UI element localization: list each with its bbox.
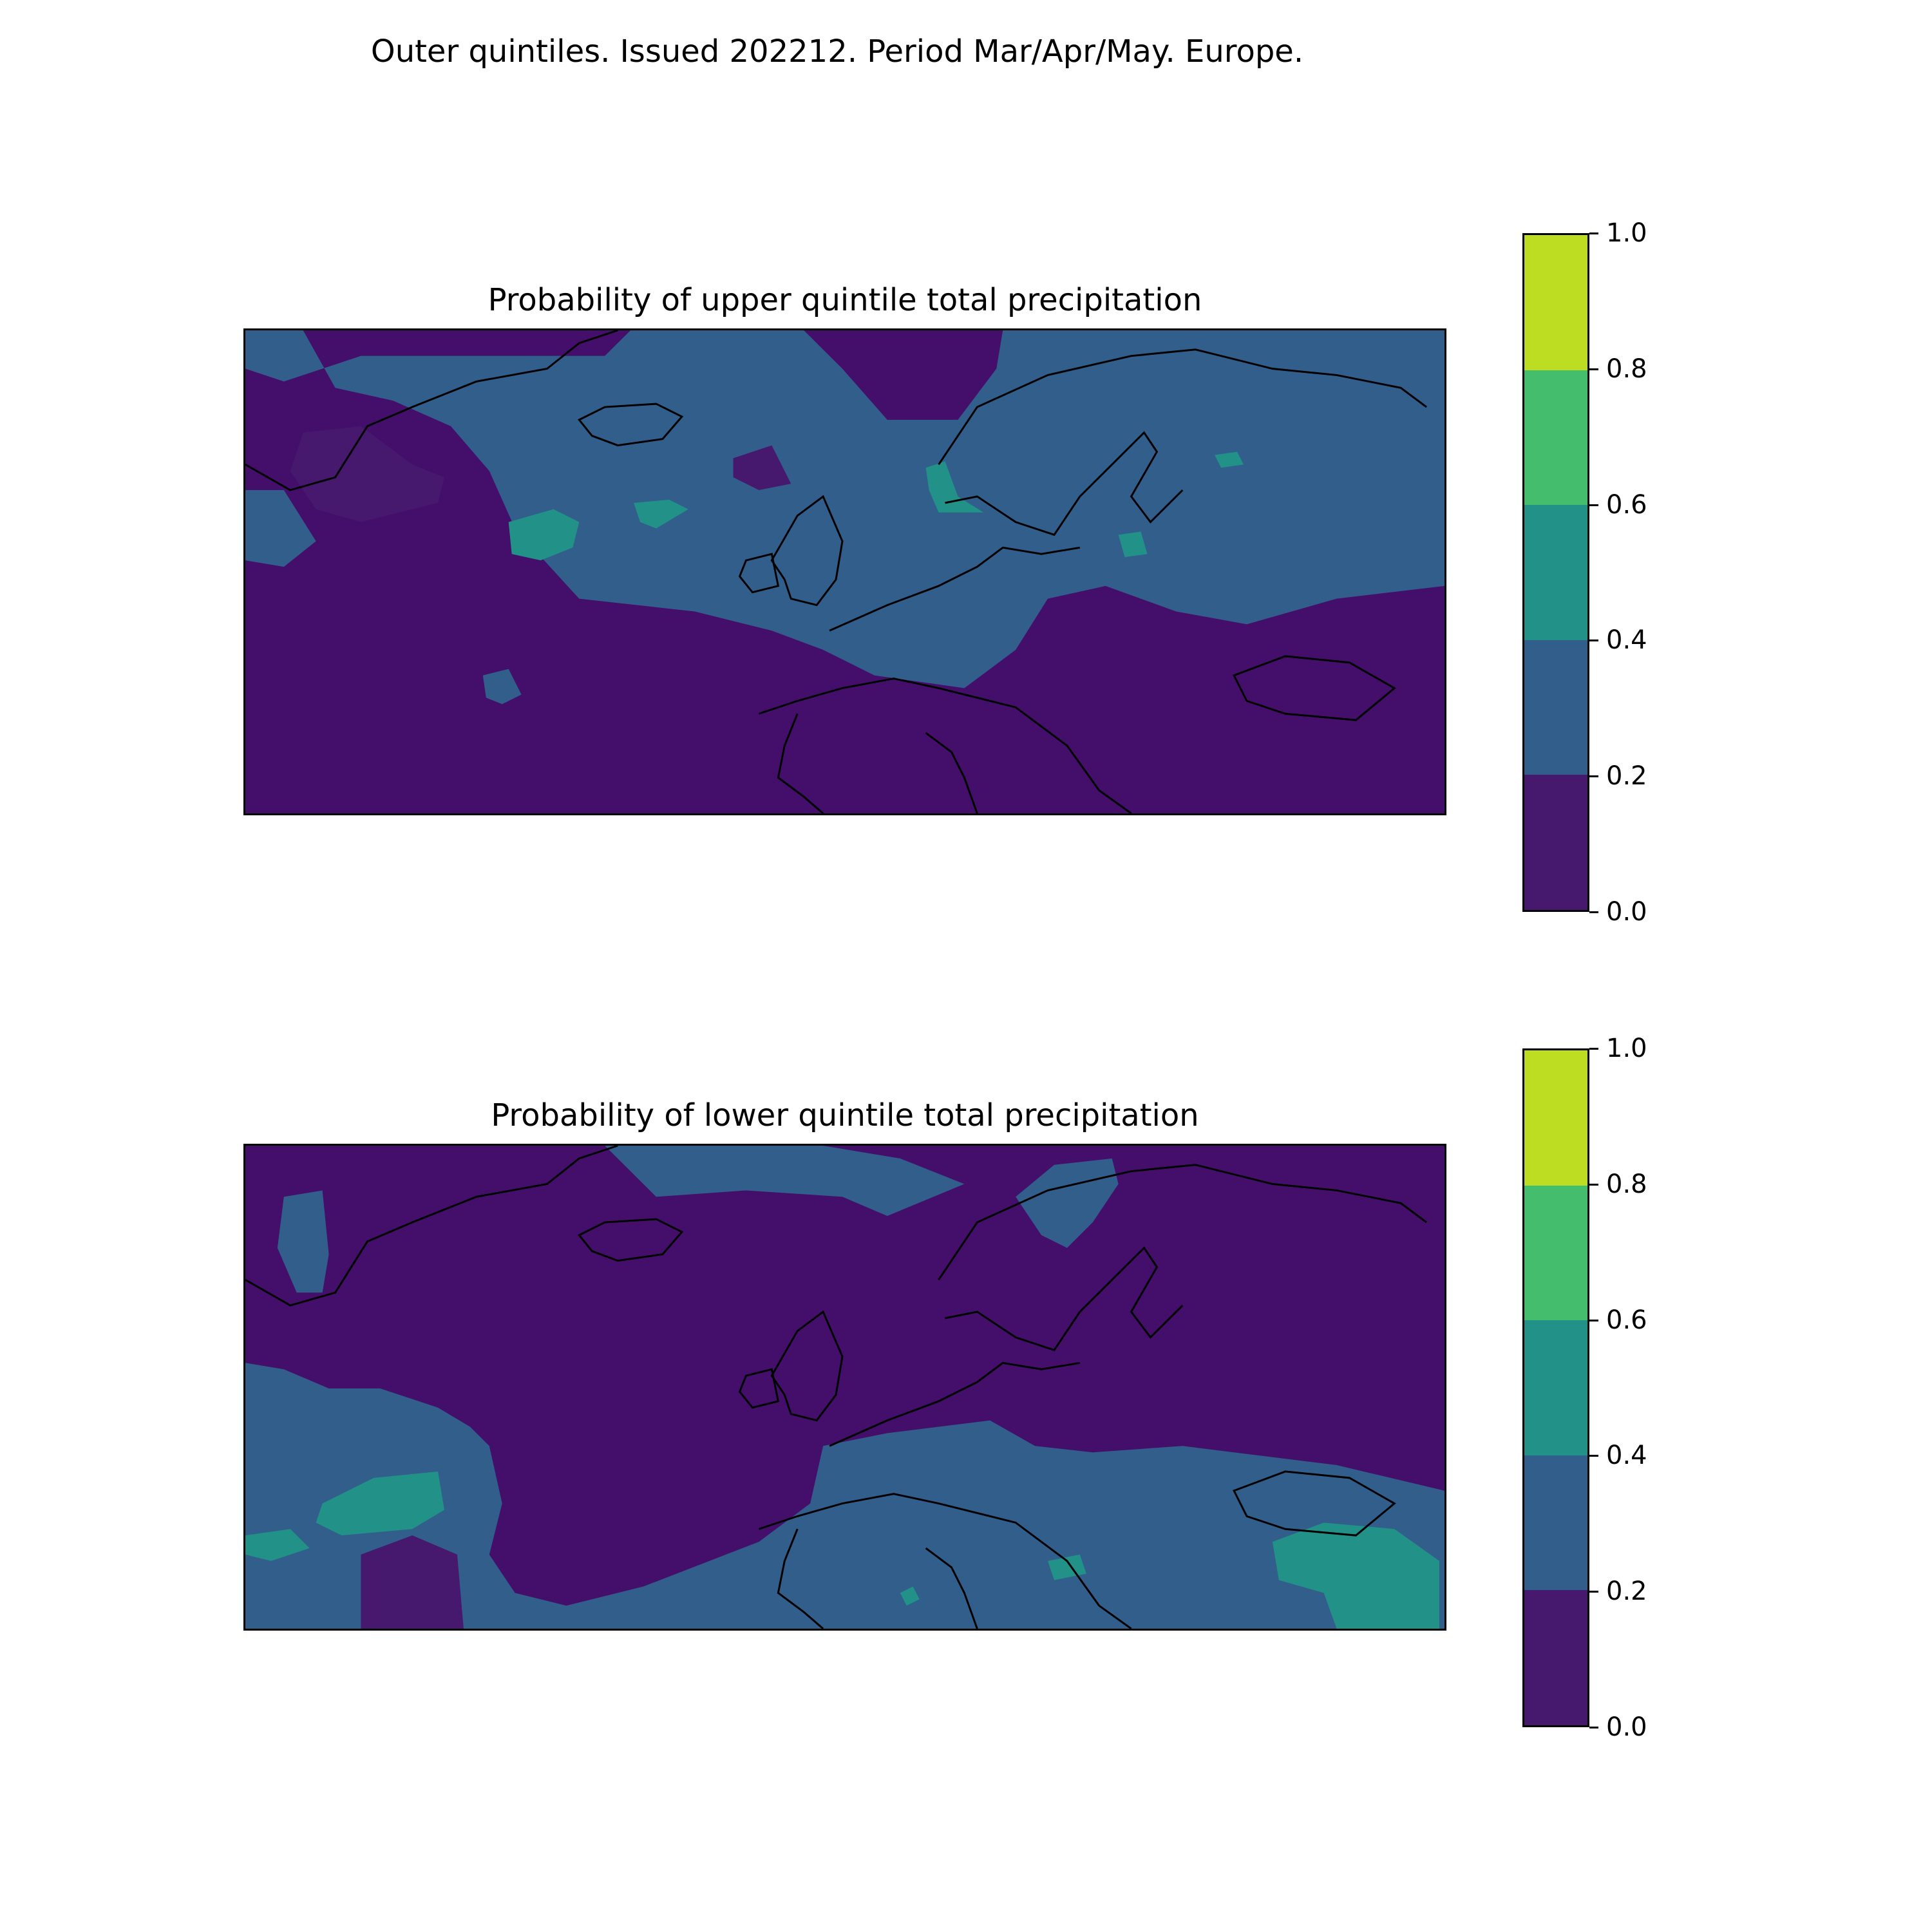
contour-0.4-0.6-sweden bbox=[1118, 531, 1148, 558]
colorbar-upper-band-2 bbox=[1524, 505, 1587, 640]
colorbar-upper bbox=[1522, 233, 1589, 912]
colorbar-lower-tick-1.0: 1.0 bbox=[1589, 1034, 1647, 1063]
colorbar-upper-band-3 bbox=[1524, 370, 1587, 506]
colorbar-upper-band-1 bbox=[1524, 639, 1587, 775]
contour-0.2-0.4-greenland bbox=[277, 1190, 329, 1293]
contour-0.4-0.6-norway bbox=[925, 461, 984, 513]
colorbar-lower-tick-0.6: 0.6 bbox=[1589, 1305, 1647, 1335]
contour-0.2-0.4-south bbox=[245, 1363, 1444, 1629]
figure-suptitle: Outer quintiles. Issued 202212. Period M… bbox=[370, 33, 1304, 70]
colorbar-lower-band-0 bbox=[1524, 1590, 1587, 1725]
colorbar-lower bbox=[1522, 1048, 1589, 1727]
colorbar-upper-tick-1.0: 1.0 bbox=[1589, 218, 1647, 248]
colorbar-upper-band-4 bbox=[1524, 235, 1587, 370]
contour-0.2-0.4-island bbox=[482, 668, 522, 705]
colorbar-upper-band-0 bbox=[1524, 775, 1587, 910]
map-lower bbox=[243, 1144, 1446, 1631]
contour-0.0-0.2-greenland bbox=[290, 426, 445, 522]
contour-0.2-0.4-north bbox=[245, 330, 1444, 688]
contour-0.4-0.6-africa bbox=[900, 1586, 920, 1606]
coastlines-lower bbox=[245, 1146, 1427, 1629]
contour-0.4-0.6-finland bbox=[1215, 451, 1244, 468]
colorbar-lower-band-4 bbox=[1524, 1050, 1587, 1186]
colorbar-upper-tick-0.4: 0.4 bbox=[1589, 625, 1647, 655]
contour-0.2-0.4-scandinavia bbox=[1016, 1158, 1119, 1248]
panel-upper-title: Probability of upper quintile total prec… bbox=[488, 282, 1202, 318]
contour-0.4-0.6-atlantic bbox=[508, 509, 580, 561]
colorbar-lower-tick-0.0: 0.0 bbox=[1589, 1712, 1647, 1742]
map-upper-svg bbox=[245, 330, 1444, 813]
contour-0.0-0.2-south-atlantic bbox=[361, 1535, 464, 1629]
colorbar-upper-tick-0.6: 0.6 bbox=[1589, 490, 1647, 520]
colorbar-lower-tick-0.2: 0.2 bbox=[1589, 1577, 1647, 1606]
colorbar-lower-tick-0.4: 0.4 bbox=[1589, 1441, 1647, 1470]
colorbar-upper-tick-0.2: 0.2 bbox=[1589, 761, 1647, 791]
contour-0.4-0.6-atlantic bbox=[316, 1471, 445, 1536]
contour-0.4-0.6-atlantic-w bbox=[245, 1529, 310, 1561]
colorbar-lower-band-3 bbox=[1524, 1185, 1587, 1321]
map-lower-svg bbox=[245, 1146, 1444, 1629]
contour-0.0-0.2-norway-sea bbox=[733, 445, 791, 491]
map-upper bbox=[243, 328, 1446, 815]
panel-lower-title: Probability of lower quintile total prec… bbox=[491, 1097, 1199, 1133]
contour-0.2-0.4-west bbox=[245, 490, 316, 567]
coastlines-upper bbox=[245, 330, 1427, 813]
contour-0.4-0.6-atlantic-b bbox=[634, 499, 688, 529]
colorbar-lower-band-2 bbox=[1524, 1320, 1587, 1455]
colorbar-lower-tick-0.8: 0.8 bbox=[1589, 1170, 1647, 1199]
contour-0.4-0.6-turkey bbox=[1272, 1522, 1440, 1629]
contour-0.2-0.4-north bbox=[605, 1146, 965, 1217]
colorbar-upper-tick-0.0: 0.0 bbox=[1589, 897, 1647, 927]
colorbar-lower-band-1 bbox=[1524, 1455, 1587, 1591]
colorbar-upper-tick-0.8: 0.8 bbox=[1589, 354, 1647, 384]
